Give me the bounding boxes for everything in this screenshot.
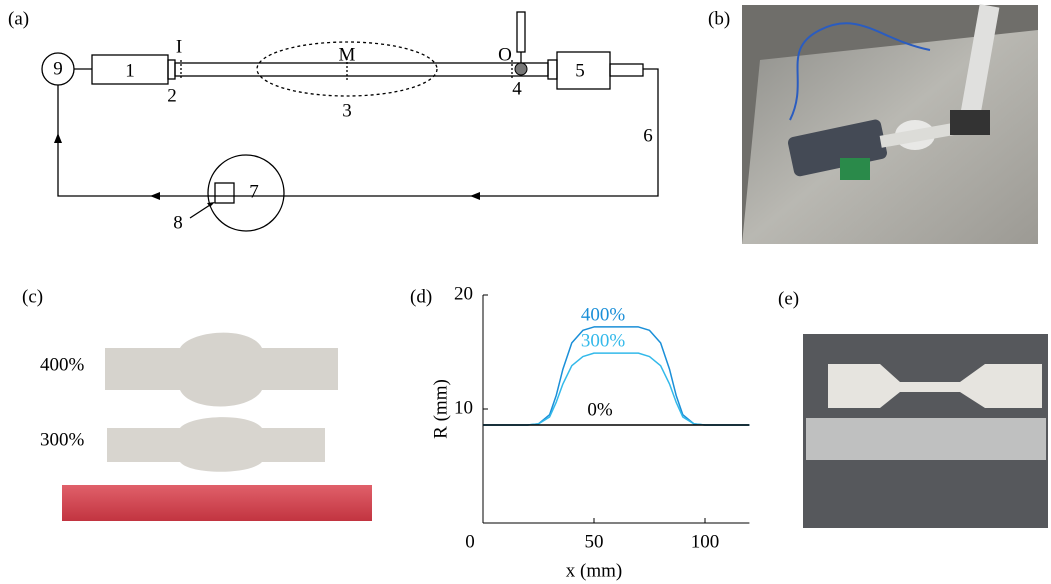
x-axis-label: x (mm) — [566, 560, 622, 581]
photo-b — [742, 4, 1038, 244]
schematic-label: 1 — [125, 60, 135, 81]
schematic-label: 7 — [249, 181, 259, 202]
x-tick-label: 0 — [465, 531, 475, 552]
photo-label: 300% — [40, 429, 85, 450]
photo-label: 400% — [40, 354, 85, 375]
panel-label: (e) — [778, 288, 799, 309]
x-tick-label: 100 — [691, 531, 720, 552]
panel-label: (b) — [708, 8, 730, 29]
schematic-label: 2 — [167, 85, 177, 106]
schematic-label: 3 — [342, 100, 352, 121]
series-label: 0% — [587, 399, 613, 420]
x-tick-label: 50 — [585, 531, 604, 552]
series-label: 300% — [581, 330, 626, 351]
schematic-label: 9 — [53, 58, 63, 79]
schematic-label: I — [176, 36, 182, 57]
schematic-label: O — [498, 44, 512, 65]
series-label: 400% — [581, 304, 626, 325]
y-axis-label: R (mm) — [430, 379, 451, 439]
photo-e — [803, 334, 1048, 528]
schematic-label: 8 — [173, 212, 183, 233]
schematic-label: 4 — [512, 78, 522, 99]
chart: x (mm) R (mm) 10 20 0 50 100 400% 300% 0% — [430, 283, 749, 581]
photo-c — [62, 333, 372, 521]
y-tick-label: 10 — [454, 397, 473, 418]
y-tick-label: 20 — [454, 283, 473, 304]
schematic-label: M — [339, 44, 356, 65]
figure: (a) (b) (c) (d) (e) 1 2 3 4 5 6 7 8 9 I … — [0, 0, 1051, 584]
schematic-label: 6 — [643, 125, 653, 146]
panel-label: (a) — [8, 8, 29, 29]
data-line — [483, 353, 749, 425]
panel-label: (c) — [22, 286, 43, 307]
schematic-label: 5 — [575, 60, 585, 81]
panel-label: (d) — [410, 286, 432, 307]
